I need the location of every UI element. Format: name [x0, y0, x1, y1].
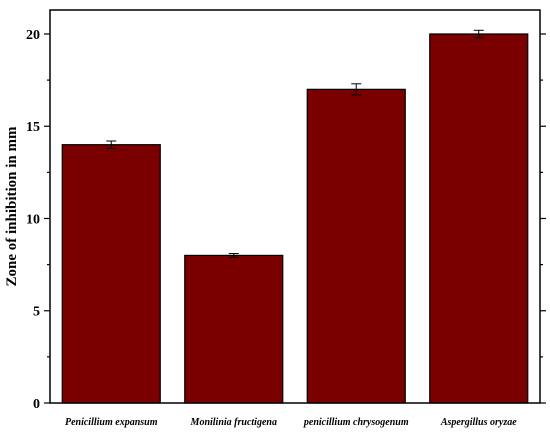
- error-bar-4: [473, 29, 484, 39]
- error-bars-layer: [106, 29, 484, 258]
- error-bar-2: [228, 253, 239, 258]
- y-axis-title: Zone of inhibition in mm: [4, 126, 20, 287]
- bar-3: [306, 88, 406, 404]
- category-labels: Penicillium expansum Monilinia fructigena…: [65, 417, 517, 428]
- left-axis-ticks: [44, 33, 50, 404]
- y-tick-labels: 0 5 10 15 20: [26, 28, 40, 412]
- y-tick-label: 20: [26, 28, 40, 43]
- right-axis-ticks: [540, 33, 546, 404]
- category-label-2: Monilinia fructigena: [190, 417, 277, 428]
- y-tick-label: 5: [33, 305, 40, 320]
- bar-1: [61, 144, 161, 404]
- error-bar-1: [106, 140, 117, 149]
- y-tick-label: 15: [26, 120, 40, 135]
- plot-frame: [49, 9, 541, 404]
- y-tick-label: 10: [26, 212, 40, 227]
- error-bar-3: [351, 83, 362, 96]
- y-tick-label: 0: [33, 397, 40, 412]
- bar-2: [184, 254, 284, 404]
- category-label-3: penicillium chrysogenum: [303, 417, 409, 428]
- bars-layer: [61, 33, 529, 404]
- category-label-1: Penicillium expansum: [65, 417, 158, 428]
- category-label-4: Aspergillus oryzae: [440, 417, 517, 428]
- bar-4: [429, 33, 529, 404]
